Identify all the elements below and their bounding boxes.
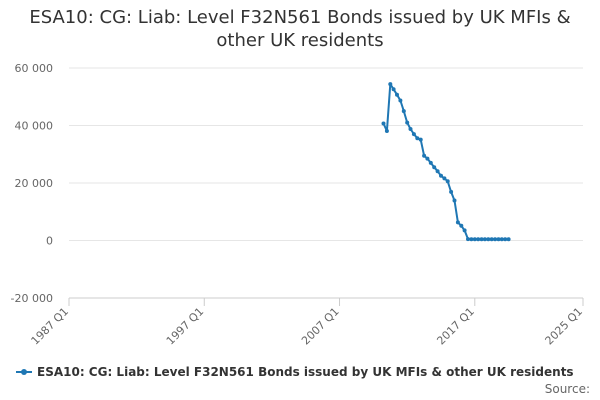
data-point [506, 237, 511, 242]
data-point [391, 87, 396, 92]
data-point [395, 92, 399, 97]
data-point [452, 198, 457, 203]
data-point [439, 173, 443, 178]
legend-label: ESA10: CG: Liab: Level F32N561 Bonds iss… [37, 365, 574, 379]
data-point [405, 120, 410, 125]
data-point [503, 237, 508, 242]
data-point [455, 220, 460, 225]
data-point [381, 121, 386, 126]
data-point [384, 129, 389, 133]
data-point [408, 127, 413, 131]
legend-marker-icon [16, 367, 32, 377]
data-point [493, 237, 498, 242]
source-label: Source: [544, 382, 590, 396]
data-point [428, 160, 433, 165]
data-point [499, 237, 504, 242]
data-point [479, 237, 484, 242]
data-point [432, 165, 437, 170]
data-point [442, 176, 447, 181]
data-point [445, 179, 450, 184]
data-point [476, 237, 481, 242]
data-point [415, 136, 420, 141]
chart-title-line-2: other UK residents [216, 30, 384, 51]
data-point [466, 237, 470, 242]
data-point [411, 132, 416, 137]
x-tick-label: 1997 Q1 [164, 305, 207, 348]
data-point [418, 137, 423, 142]
x-axis: 1987 Q1 1997 Q1 2007 Q1 2017 Q1 2025 Q1 [29, 297, 586, 348]
data-point [459, 223, 464, 228]
data-point [435, 169, 440, 174]
x-tick-label: 2007 Q1 [299, 305, 342, 348]
gridlines [69, 67, 583, 241]
y-tick-label: 40 000 [15, 120, 54, 133]
data-point [469, 237, 474, 242]
data-point [388, 82, 393, 87]
data-point [398, 98, 403, 103]
series-line [382, 83, 509, 241]
data-point [462, 228, 467, 233]
y-tick-label: -20 000 [11, 292, 53, 305]
x-tick-label: 2025 Q1 [543, 305, 586, 348]
data-point [496, 237, 501, 242]
data-point [425, 156, 430, 161]
chart-title: ESA10: CG: Liab: Level F32N561 Bonds iss… [0, 6, 600, 52]
data-point [482, 237, 487, 242]
data-point [486, 237, 491, 242]
data-series[interactable] [381, 82, 511, 242]
y-tick-label: 0 [46, 235, 53, 248]
data-point [422, 153, 427, 158]
x-tick-label: 1987 Q1 [29, 305, 72, 348]
chart-title-line-1: ESA10: CG: Liab: Level F32N561 Bonds iss… [29, 7, 571, 28]
legend-item[interactable]: ESA10: CG: Liab: Level F32N561 Bonds iss… [16, 365, 574, 379]
data-point [401, 109, 406, 114]
y-tick-label: 20 000 [15, 177, 54, 190]
y-tick-label: 60 000 [15, 62, 54, 75]
data-point [449, 189, 454, 194]
x-tick-label: 2017 Q1 [434, 305, 477, 348]
data-point [472, 237, 477, 242]
y-axis: 60 000 40 000 20 000 0 -20 000 [11, 62, 53, 305]
data-point [489, 237, 494, 242]
